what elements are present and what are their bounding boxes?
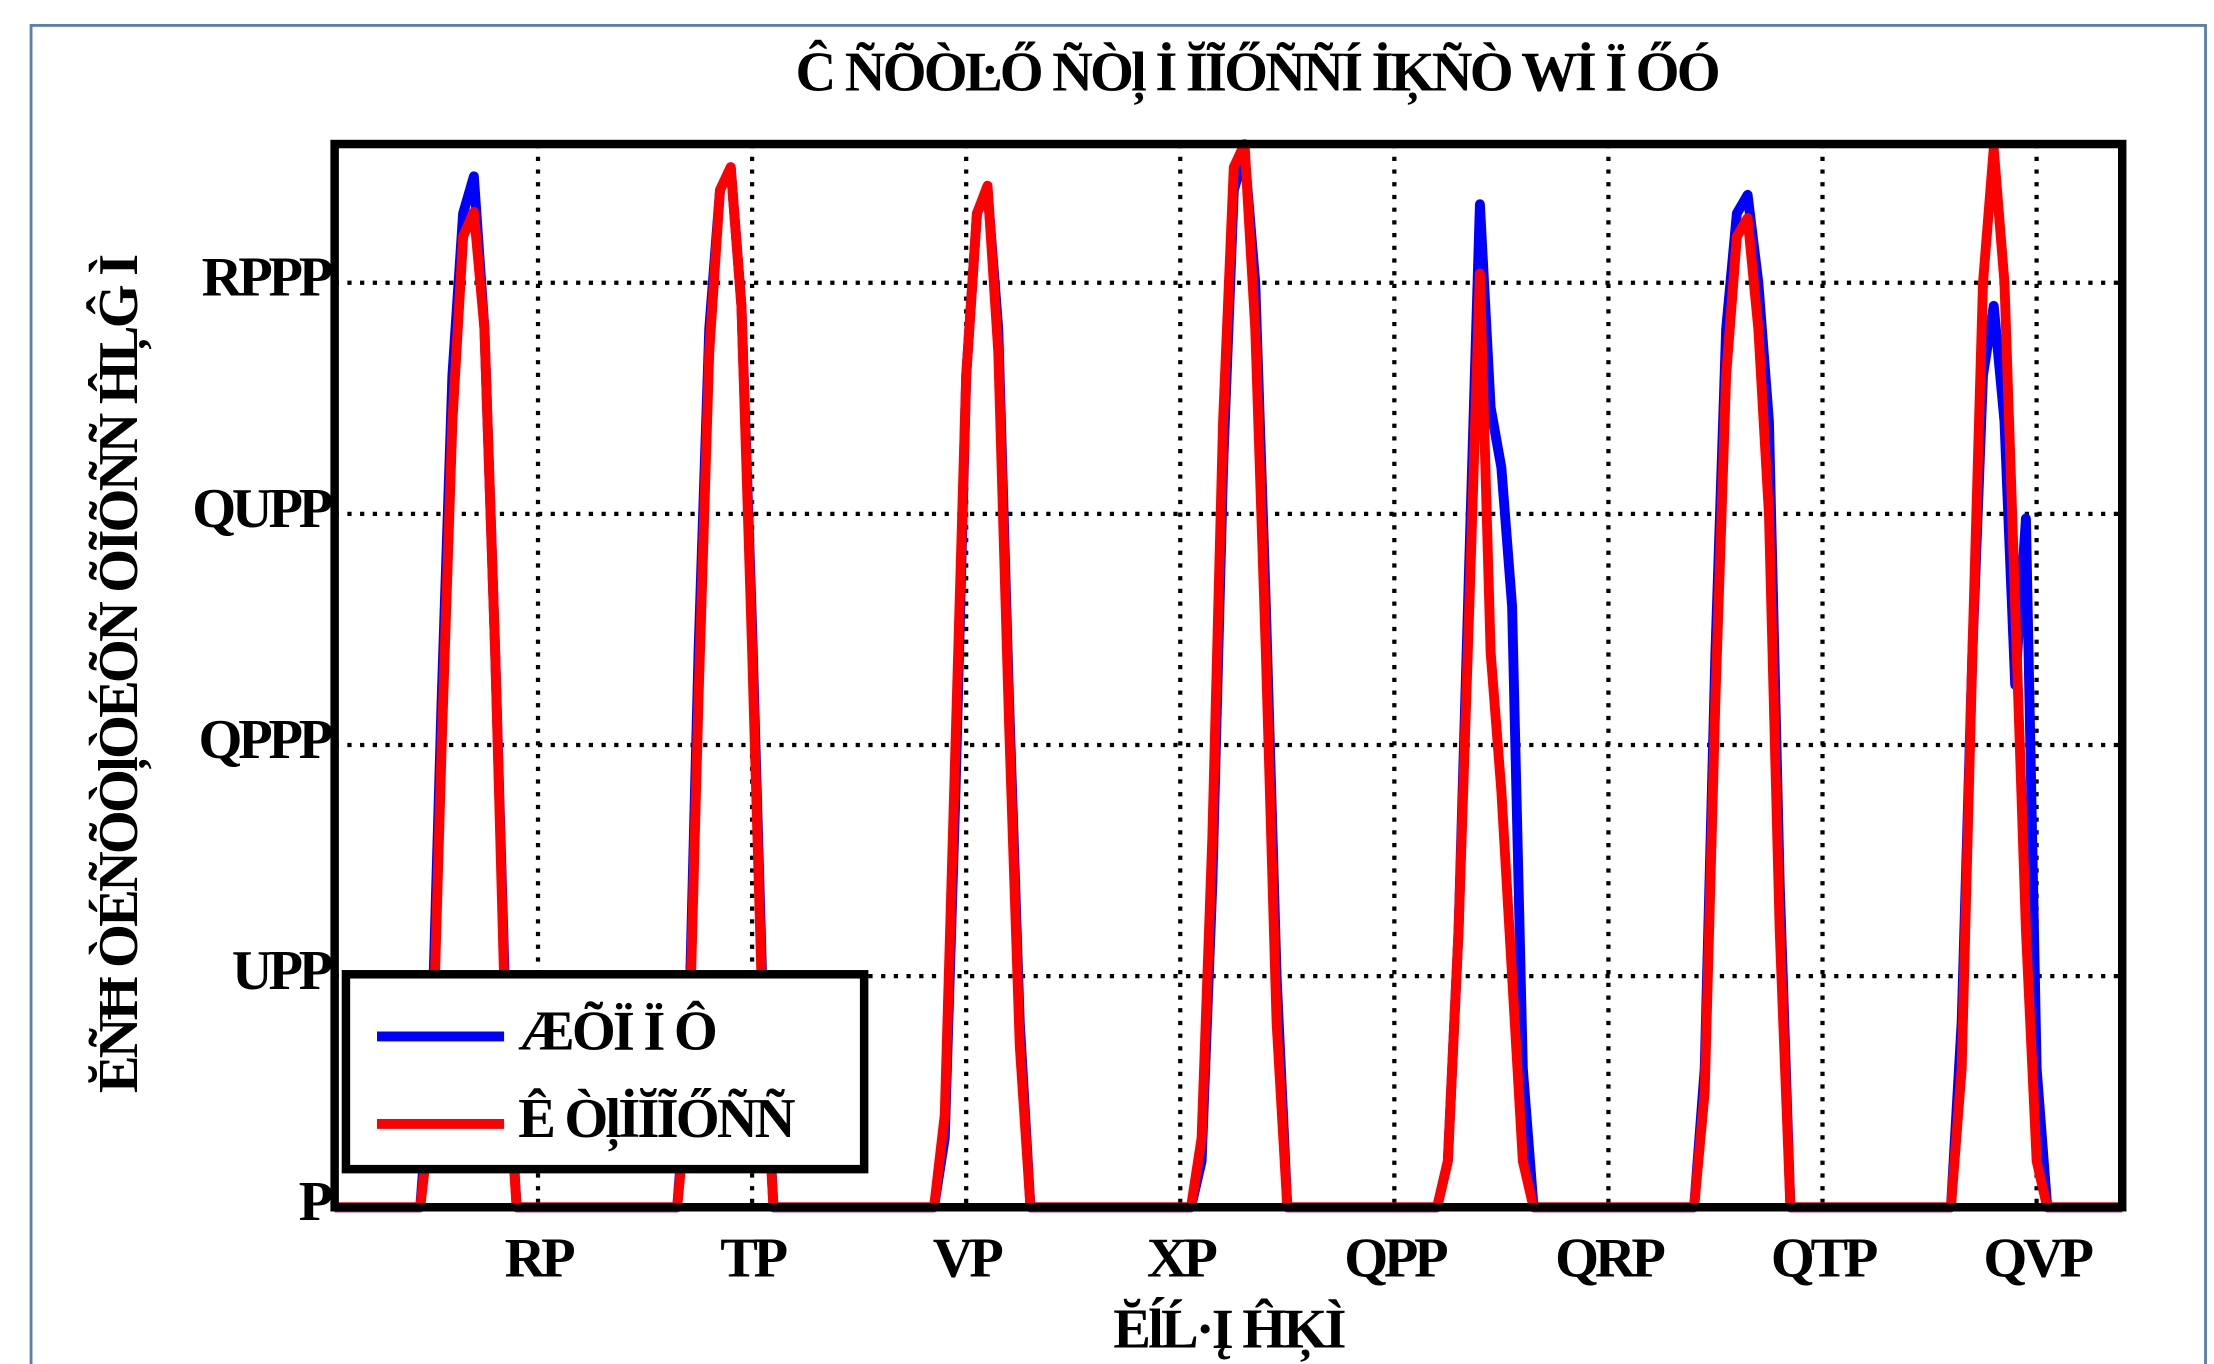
- x-tick-label: VP: [933, 1228, 1003, 1290]
- x-tick-label: XP: [1147, 1228, 1217, 1290]
- frame: [29, 24, 2207, 1364]
- x-tick-label: RP: [505, 1228, 575, 1290]
- y-tick-label: QUPP: [192, 478, 331, 540]
- y-tick-label: P: [299, 1171, 332, 1233]
- legend-box: [341, 970, 869, 1174]
- y-tick-label: UPP: [232, 940, 332, 1002]
- y-tick-label: QPPP: [199, 709, 332, 771]
- x-tick-label: TP: [720, 1228, 786, 1290]
- y-tick-label: RPPP: [202, 247, 332, 309]
- legend-text: ÆÕÏ Ï Ô: [518, 999, 716, 1062]
- x-axis-label: ĔĺĹ·Į ĤĶÌ: [1113, 1295, 1345, 1362]
- legend-text: Ê ÒļİĬĨŐÑÑ: [518, 1087, 796, 1152]
- x-tick-label: QVP: [1983, 1228, 2092, 1290]
- x-tick-label: QRP: [1555, 1228, 1664, 1290]
- y-axis-label: ĔÑĦ ÒÉÑÕÒļÒÉÕÑ ÕĨÕÑÑ ĤĻĜ Ì: [85, 255, 152, 1093]
- x-tick-label: QTP: [1771, 1228, 1877, 1290]
- plot-border: [330, 139, 2127, 1212]
- chart-title: Ĉ ÑÕÒĿŐ ÑÒļ İ ĬĨŐÑÑÍ İĶÑÒ Wİ Ï ŐÓ: [795, 39, 1718, 106]
- x-tick-label: QPP: [1344, 1228, 1447, 1290]
